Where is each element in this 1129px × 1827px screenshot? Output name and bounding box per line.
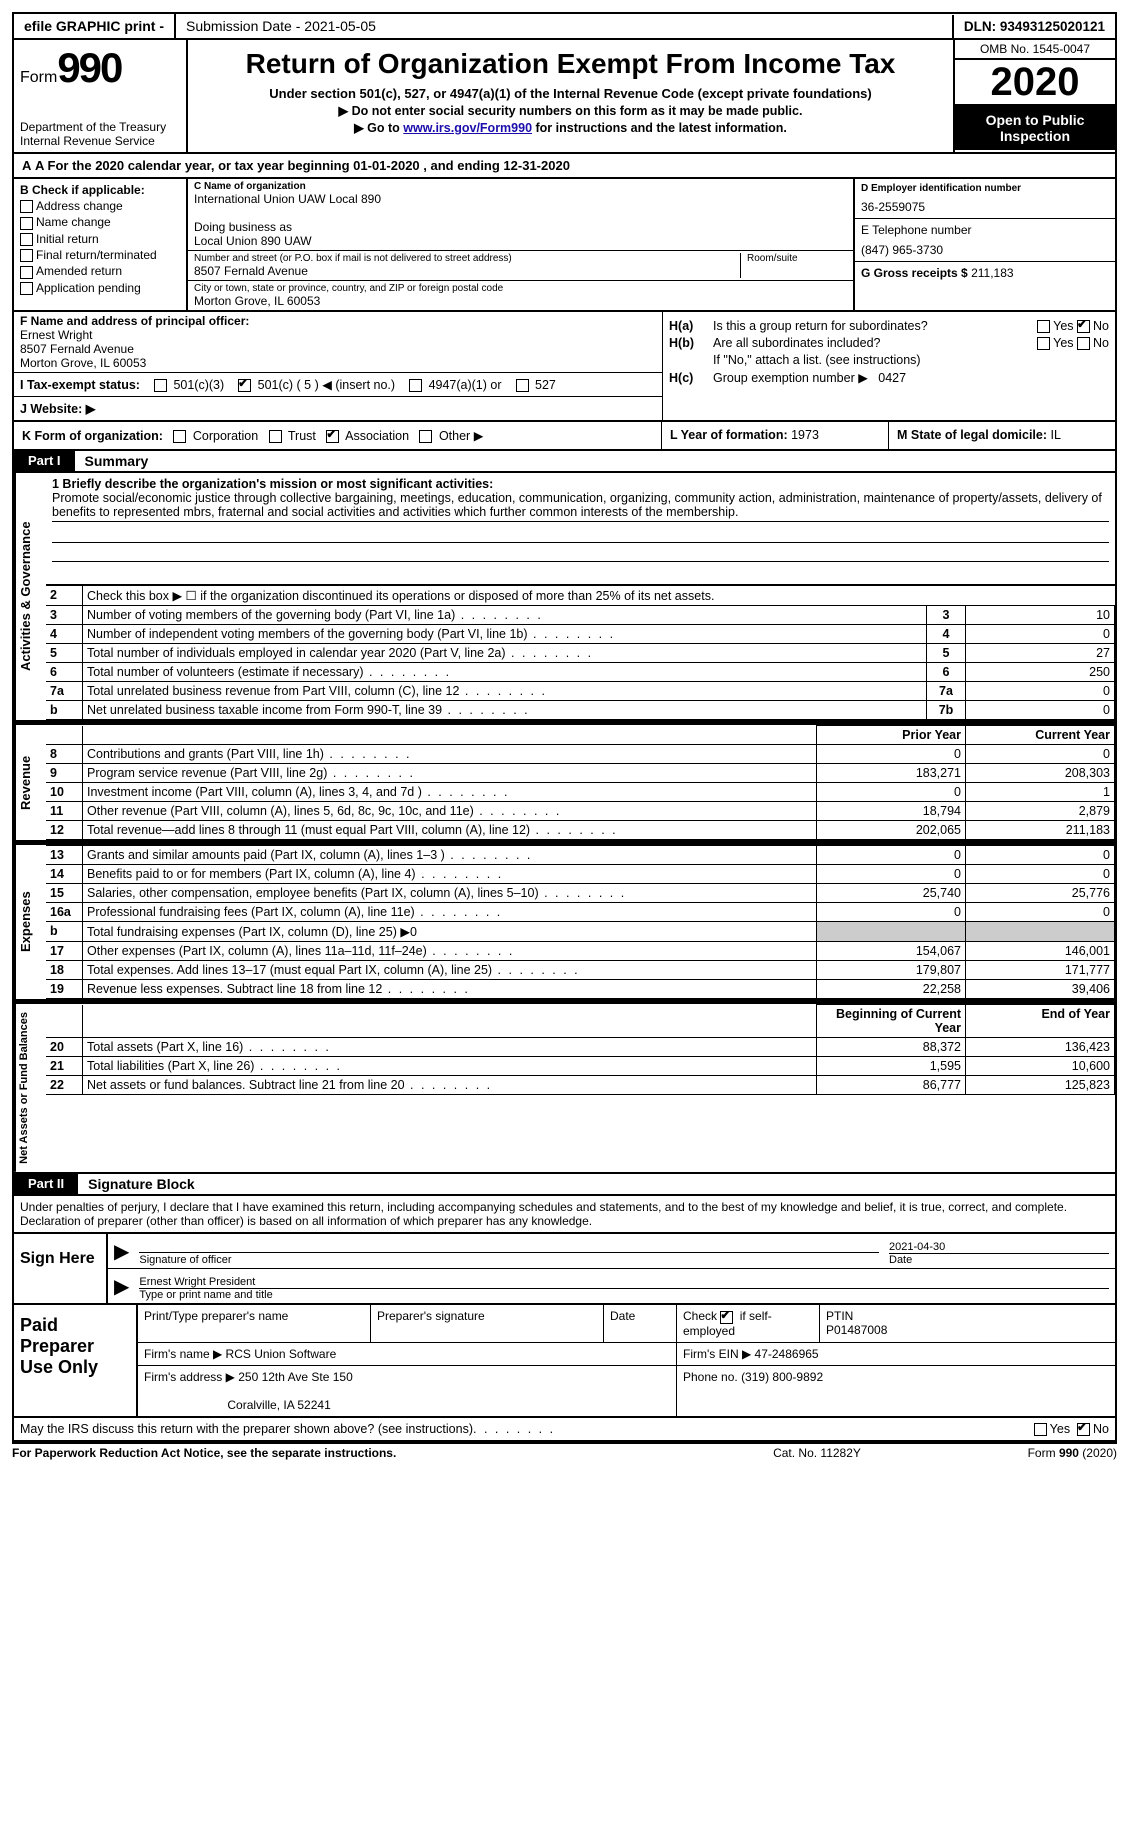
vtab-revenue: Revenue <box>14 725 46 840</box>
firm-ein: 47-2486965 <box>755 1347 819 1361</box>
mission-text: Promote social/economic justice through … <box>52 491 1109 522</box>
ha-no[interactable] <box>1077 320 1090 333</box>
dln: DLN: 93493125020121 <box>952 15 1115 38</box>
form-word: Form <box>20 69 57 86</box>
dba-name: Local Union 890 UAW <box>194 234 847 248</box>
open-inspection: Open to Public Inspection <box>955 106 1115 150</box>
col-c-org-info: C Name of organization International Uni… <box>188 179 853 310</box>
city-state-zip: Morton Grove, IL 60053 <box>194 294 847 308</box>
chk-name-change[interactable] <box>20 217 33 230</box>
website-row: J Website: ▶ <box>14 397 662 420</box>
mission-block: 1 Briefly describe the organization's mi… <box>46 473 1115 585</box>
chk-final-return[interactable] <box>20 249 33 262</box>
signature-intro: Under penalties of perjury, I declare th… <box>12 1196 1117 1234</box>
chk-amended[interactable] <box>20 266 33 279</box>
h-group-return: H(a) Is this a group return for subordin… <box>663 312 1115 420</box>
telephone: (847) 965-3730 <box>861 243 1109 257</box>
omb-number: OMB No. 1545-0047 <box>955 40 1115 60</box>
chk-other[interactable] <box>419 430 432 443</box>
row-a-tax-year: A A For the 2020 calendar year, or tax y… <box>12 154 1117 179</box>
state-domicile: IL <box>1051 428 1061 442</box>
efile-print-label: efile GRAPHIC print - <box>14 14 176 38</box>
governance-section: Activities & Governance 1 Briefly descri… <box>12 473 1117 722</box>
gross-receipts: 211,183 <box>971 266 1014 280</box>
governance-table: 2Check this box ▶ ☐ if the organization … <box>46 585 1115 720</box>
vtab-netassets: Net Assets or Fund Balances <box>14 1004 46 1172</box>
firm-phone: (319) 800-9892 <box>741 1370 823 1384</box>
page-footer: For Paperwork Reduction Act Notice, see … <box>12 1442 1117 1460</box>
form-subtitle: Under section 501(c), 527, or 4947(a)(1)… <box>198 86 943 101</box>
group-exemption: 0427 <box>878 371 906 385</box>
chk-assoc[interactable] <box>326 430 339 443</box>
chk-527[interactable] <box>516 379 529 392</box>
sign-here-block: Sign Here ▶ Signature of officer 2021-04… <box>12 1234 1117 1305</box>
ein: 36-2559075 <box>861 200 1109 214</box>
col-d-ein-tel: D Employer identification number 36-2559… <box>853 179 1115 310</box>
tax-exempt-status: I Tax-exempt status: 501(c)(3) 501(c) ( … <box>14 373 662 397</box>
submission-date: Submission Date - 2021-05-05 <box>176 14 386 38</box>
form990-link[interactable]: www.irs.gov/Form990 <box>403 121 532 135</box>
sign-arrow-icon: ▶ <box>114 1239 129 1264</box>
block-bcd: B Check if applicable: Address change Na… <box>12 179 1117 312</box>
topbar: efile GRAPHIC print - Submission Date - … <box>12 12 1117 40</box>
netassets-section: Net Assets or Fund Balances Beginning of… <box>12 1001 1117 1174</box>
chk-self-employed[interactable] <box>720 1311 733 1324</box>
form-number: 990 <box>57 44 121 91</box>
tax-year: 2020 <box>955 60 1115 106</box>
form-header: Form990 Department of the TreasuryIntern… <box>12 40 1117 154</box>
chk-address-change[interactable] <box>20 200 33 213</box>
netassets-table: Beginning of Current YearEnd of Year 20T… <box>46 1004 1115 1095</box>
form-ref: Form 990 (2020) <box>917 1446 1117 1460</box>
dept-treasury: Department of the TreasuryInternal Reven… <box>20 120 180 148</box>
form-title: Return of Organization Exempt From Incom… <box>198 48 943 80</box>
chk-4947[interactable] <box>409 379 422 392</box>
year-formation: 1973 <box>791 428 819 442</box>
sign-arrow-icon: ▶ <box>114 1274 129 1299</box>
part2-header: Part II Signature Block <box>12 1174 1117 1196</box>
officer-name: Ernest Wright President <box>139 1276 1109 1289</box>
row-klm: K Form of organization: Corporation Trus… <box>12 422 1117 451</box>
expenses-table: 13Grants and similar amounts paid (Part … <box>46 845 1115 999</box>
firm-addr1: 250 12th Ave Ste 150 <box>238 1370 353 1384</box>
firm-name: RCS Union Software <box>226 1347 337 1361</box>
preparer-table: Print/Type preparer's name Preparer's si… <box>138 1305 1115 1415</box>
ha-yes[interactable] <box>1037 320 1050 333</box>
ptin: P01487008 <box>826 1323 887 1337</box>
principal-officer: F Name and address of principal officer:… <box>14 312 662 373</box>
irs-discuss-row: May the IRS discuss this return with the… <box>12 1418 1117 1442</box>
discuss-yes[interactable] <box>1034 1423 1047 1436</box>
chk-trust[interactable] <box>269 430 282 443</box>
revenue-table: Prior YearCurrent Year 8Contributions an… <box>46 725 1115 840</box>
chk-501c3[interactable] <box>154 379 167 392</box>
vtab-expenses: Expenses <box>14 845 46 999</box>
chk-501c[interactable] <box>238 379 251 392</box>
ssn-warning: ▶ Do not enter social security numbers o… <box>198 103 943 118</box>
vtab-governance: Activities & Governance <box>14 473 46 720</box>
col-b-checkboxes: B Check if applicable: Address change Na… <box>14 179 188 310</box>
block-fgh: F Name and address of principal officer:… <box>12 312 1117 422</box>
chk-app-pending[interactable] <box>20 282 33 295</box>
chk-initial-return[interactable] <box>20 233 33 246</box>
paid-preparer-block: Paid Preparer Use Only Print/Type prepar… <box>12 1305 1117 1417</box>
street-address: 8507 Fernald Avenue <box>194 264 734 278</box>
goto-line: ▶ Go to www.irs.gov/Form990 for instruct… <box>198 120 943 135</box>
revenue-section: Revenue Prior YearCurrent Year 8Contribu… <box>12 722 1117 842</box>
expenses-section: Expenses 13Grants and similar amounts pa… <box>12 842 1117 1001</box>
chk-corp[interactable] <box>173 430 186 443</box>
org-name: International Union UAW Local 890 <box>194 192 847 206</box>
part1-header: Part I Summary <box>12 451 1117 473</box>
hb-no[interactable] <box>1077 337 1090 350</box>
discuss-no[interactable] <box>1077 1423 1090 1436</box>
hb-yes[interactable] <box>1037 337 1050 350</box>
firm-addr2: Coralville, IA 52241 <box>227 1398 330 1412</box>
sig-date: 2021-04-30 <box>889 1241 1109 1254</box>
